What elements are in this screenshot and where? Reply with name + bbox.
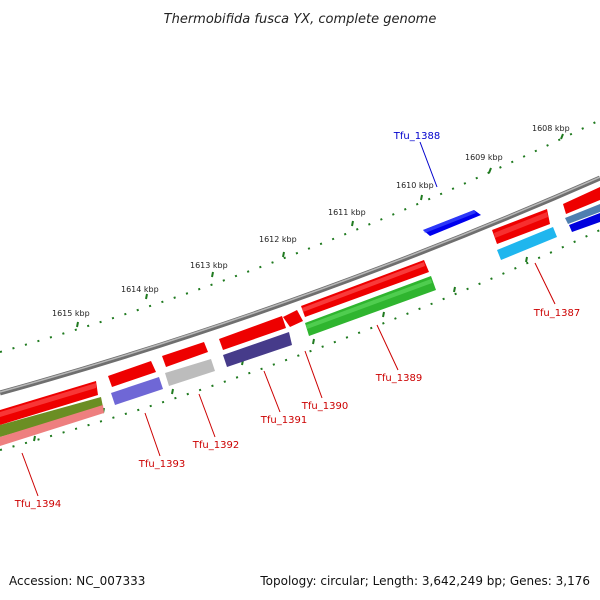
gene-feature-tfu-1391[interactable] bbox=[219, 316, 286, 350]
gene-labels: Tfu_1388 Tfu_1387 Tfu_1389 Tfu_1390 Tfu_… bbox=[14, 131, 580, 510]
gene-feature-tfu-1394[interactable] bbox=[0, 381, 98, 425]
accession-text: Accession: NC_007333 bbox=[9, 574, 145, 588]
scale-label: 1612 kbp bbox=[259, 235, 297, 244]
scale-label: 1611 kbp bbox=[328, 208, 366, 217]
forward-features bbox=[0, 260, 429, 425]
second-row-features bbox=[0, 204, 600, 446]
gene-label-tfu-1390[interactable]: Tfu_1390 bbox=[301, 401, 348, 412]
major-tick bbox=[560, 133, 564, 140]
gene-feature-tfu-1392[interactable] bbox=[162, 342, 208, 367]
leader-lines bbox=[21, 141, 556, 497]
leader-line-tfu-1391 bbox=[263, 370, 281, 413]
leader-line-tfu-1392 bbox=[198, 393, 216, 438]
gene-feature-purple[interactable] bbox=[223, 332, 292, 367]
major-tick bbox=[420, 194, 423, 201]
major-tick bbox=[76, 321, 79, 328]
major-tick bbox=[382, 311, 385, 318]
gene-feature-green[interactable] bbox=[305, 276, 436, 336]
gene-feature-light-blue[interactable] bbox=[497, 227, 557, 260]
gene-feature-right-edge-red[interactable] bbox=[563, 187, 600, 214]
leader-line-tfu-1387 bbox=[534, 262, 556, 305]
map-title: Thermobifida fusca YX, complete genome bbox=[164, 12, 437, 27]
gene-label-tfu-1387[interactable]: Tfu_1387 bbox=[533, 308, 580, 319]
gene-label-tfu-1394[interactable]: Tfu_1394 bbox=[14, 499, 61, 510]
scale-label: 1610 kbp bbox=[396, 181, 434, 190]
scale-label: 1614 kbp bbox=[121, 285, 159, 294]
leader-line-tfu-1388 bbox=[419, 141, 438, 188]
inner-scale-major-ticks bbox=[33, 256, 528, 442]
gene-feature-tfu-1388[interactable] bbox=[423, 210, 481, 236]
gene-feature-tfu-1387-outer[interactable] bbox=[492, 209, 550, 244]
leader-line-tfu-1393 bbox=[144, 412, 161, 457]
genome-backbone bbox=[0, 175, 600, 396]
outer-scale-major-ticks bbox=[76, 133, 564, 328]
inner-scale-dots bbox=[0, 229, 600, 451]
gene-feature-lavender[interactable] bbox=[111, 377, 163, 405]
leader-line-tfu-1389 bbox=[376, 324, 399, 371]
major-tick bbox=[351, 220, 354, 227]
scale-labels: 1608 kbp 1609 kbp 1610 kbp 1611 kbp 1612… bbox=[52, 124, 570, 318]
gene-feature-gray[interactable] bbox=[165, 359, 215, 386]
gene-feature-tfu-1389[interactable] bbox=[301, 260, 429, 317]
scale-label: 1615 kbp bbox=[52, 309, 90, 318]
major-tick bbox=[171, 388, 174, 395]
leader-line-tfu-1394 bbox=[21, 452, 39, 497]
major-tick bbox=[145, 293, 148, 300]
gene-label-tfu-1388[interactable]: Tfu_1388 bbox=[393, 131, 440, 142]
major-tick bbox=[312, 338, 315, 345]
gene-label-tfu-1389[interactable]: Tfu_1389 bbox=[375, 373, 422, 384]
gene-feature-pink[interactable] bbox=[0, 405, 104, 446]
major-tick bbox=[211, 271, 214, 278]
major-tick bbox=[33, 435, 36, 442]
gene-label-tfu-1391[interactable]: Tfu_1391 bbox=[260, 415, 307, 426]
genome-backbone-highlight bbox=[0, 176, 600, 393]
scale-label: 1608 kbp bbox=[532, 124, 570, 133]
gene-feature-olive[interactable] bbox=[0, 397, 103, 437]
topology-info-text: Topology: circular; Length: 3,642,249 bp… bbox=[259, 574, 590, 588]
backbone bbox=[0, 175, 600, 396]
scale-label: 1609 kbp bbox=[465, 153, 503, 162]
gene-label-tfu-1392[interactable]: Tfu_1392 bbox=[192, 440, 239, 451]
major-tick bbox=[453, 286, 456, 293]
outer-scale bbox=[0, 119, 600, 353]
gene-feature-steel-blue[interactable] bbox=[565, 204, 600, 224]
outer-features bbox=[423, 187, 600, 244]
gene-label-tfu-1393[interactable]: Tfu_1393 bbox=[138, 459, 185, 470]
major-tick bbox=[525, 256, 528, 263]
gene-feature-tfu-1390[interactable] bbox=[283, 310, 303, 327]
scale-label: 1613 kbp bbox=[190, 261, 228, 270]
gene-feature-tfu-1393[interactable] bbox=[108, 361, 156, 387]
leader-line-tfu-1390 bbox=[304, 350, 323, 399]
major-tick bbox=[488, 167, 492, 174]
major-tick bbox=[282, 251, 285, 258]
gene-feature-right-edge-blue[interactable] bbox=[569, 213, 600, 232]
